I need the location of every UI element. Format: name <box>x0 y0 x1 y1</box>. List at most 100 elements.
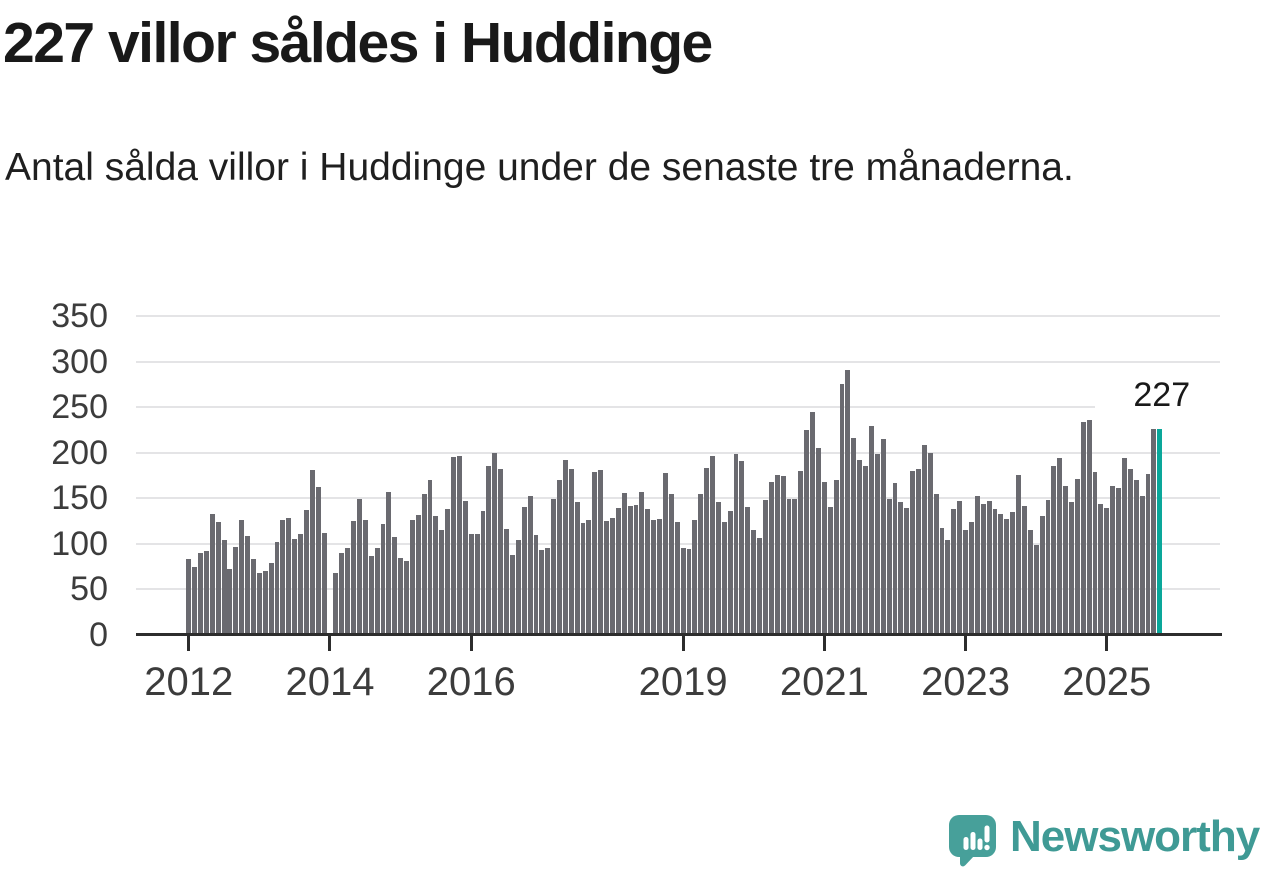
bar <box>292 538 298 635</box>
bar <box>498 468 504 635</box>
bar <box>1004 518 1010 635</box>
bar <box>886 498 892 635</box>
bar <box>921 444 927 635</box>
bar <box>1063 485 1069 635</box>
bar <box>392 536 398 635</box>
bar <box>339 553 345 635</box>
bar <box>362 520 368 635</box>
bar <box>421 494 427 635</box>
bar <box>1110 485 1116 635</box>
mini-bar-chart-glyph <box>963 825 990 851</box>
bar <box>821 482 827 635</box>
bar <box>333 573 339 635</box>
bar <box>980 504 986 635</box>
bar <box>857 460 863 635</box>
bar <box>580 523 586 635</box>
bar <box>227 568 233 635</box>
y-axis-label: 200 <box>51 433 108 472</box>
x-axis-label: 2025 <box>1062 660 1152 704</box>
bar <box>939 527 945 635</box>
x-axis-label: 2021 <box>779 660 869 704</box>
bar <box>633 504 639 635</box>
bar <box>927 453 933 635</box>
bar <box>668 494 674 635</box>
bar <box>439 530 445 635</box>
bar <box>845 370 851 635</box>
bar <box>239 519 245 635</box>
bar <box>451 456 457 635</box>
bar <box>768 482 774 635</box>
bar <box>457 455 462 635</box>
x-axis-label: 2012 <box>144 660 234 704</box>
bar <box>710 455 715 635</box>
chart-subtitle: Antal sålda villor i Huddinge under de s… <box>5 146 1074 189</box>
bar <box>186 558 192 635</box>
bar <box>380 524 386 635</box>
bar <box>945 539 951 635</box>
bar <box>568 469 574 635</box>
bar <box>1104 507 1110 635</box>
bar <box>1051 465 1057 635</box>
bar <box>356 499 362 635</box>
bar <box>315 486 321 635</box>
x-axis-tick <box>187 636 191 651</box>
bar <box>404 561 409 635</box>
bar <box>680 547 686 635</box>
bar <box>698 494 704 635</box>
bar <box>445 509 451 635</box>
bar <box>833 480 839 635</box>
bar <box>715 502 721 635</box>
bar <box>462 501 468 635</box>
y-axis-label: 300 <box>51 342 108 381</box>
bar <box>474 534 480 635</box>
bar <box>974 495 980 635</box>
grid-line <box>136 406 1220 409</box>
bar <box>304 510 309 635</box>
bar <box>998 514 1004 635</box>
bar <box>645 508 651 635</box>
y-axis-label: 250 <box>51 388 108 427</box>
bar <box>551 499 557 635</box>
bar <box>1027 530 1033 635</box>
bar <box>880 438 886 635</box>
bar <box>674 522 680 635</box>
bar <box>286 517 292 635</box>
x-axis-label: 2019 <box>638 660 728 704</box>
bar <box>592 472 598 635</box>
bar <box>774 474 780 635</box>
bar <box>951 508 957 635</box>
bar <box>309 470 315 635</box>
bar <box>627 505 633 635</box>
x-axis-label: 2014 <box>285 660 375 704</box>
bar <box>598 470 604 635</box>
bar <box>468 534 474 635</box>
x-axis-tick <box>681 636 685 651</box>
bar <box>610 517 615 635</box>
bar <box>1116 487 1122 635</box>
bar <box>992 509 998 635</box>
bar <box>662 473 668 635</box>
bar <box>251 558 256 635</box>
bar <box>409 519 415 635</box>
bar <box>298 534 303 635</box>
bar <box>704 467 710 635</box>
bar <box>509 554 515 635</box>
highlight-value-label: 227 <box>1094 376 1229 415</box>
grid-line <box>136 497 1220 500</box>
x-axis-label: 2023 <box>921 660 1011 704</box>
bar <box>621 493 627 635</box>
bar <box>986 501 992 635</box>
bar <box>521 506 527 635</box>
bar <box>1039 515 1045 635</box>
bar <box>863 465 868 635</box>
bar <box>804 430 810 635</box>
bar <box>615 507 621 635</box>
bar <box>1092 472 1098 635</box>
bar <box>539 550 545 635</box>
bar <box>892 483 898 635</box>
y-axis-label: 100 <box>51 524 108 563</box>
bar <box>780 475 786 635</box>
bar <box>692 519 698 635</box>
bar <box>427 480 433 635</box>
